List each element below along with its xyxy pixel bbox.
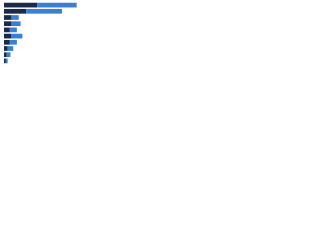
- bar-segment: [26, 8, 62, 14]
- bar-segment: [4, 39, 10, 45]
- bar-segment: [4, 21, 12, 27]
- bar-segment: [4, 58, 6, 64]
- bar-segment: [7, 46, 14, 51]
- bar-segment: [4, 33, 12, 39]
- bar-segment: [37, 2, 77, 8]
- bar-segment: [9, 39, 17, 45]
- chart: [4, 2, 77, 64]
- bar-segment: [4, 8, 27, 14]
- bar-segment: [4, 27, 10, 33]
- page: {"chart_data": {"type": "bar", "orientat…: [0, 0, 320, 71]
- bar-segment: [4, 46, 8, 51]
- bar-segment: [11, 15, 19, 20]
- bar-segment: [9, 27, 17, 33]
- bar-segment: [4, 15, 12, 20]
- bar-segment: [6, 52, 11, 58]
- bar-segment: [4, 2, 38, 8]
- bar-segment: [11, 33, 23, 39]
- bar-segment: [4, 52, 7, 58]
- bar-segment: [11, 21, 21, 27]
- bar-segment: [5, 58, 8, 64]
